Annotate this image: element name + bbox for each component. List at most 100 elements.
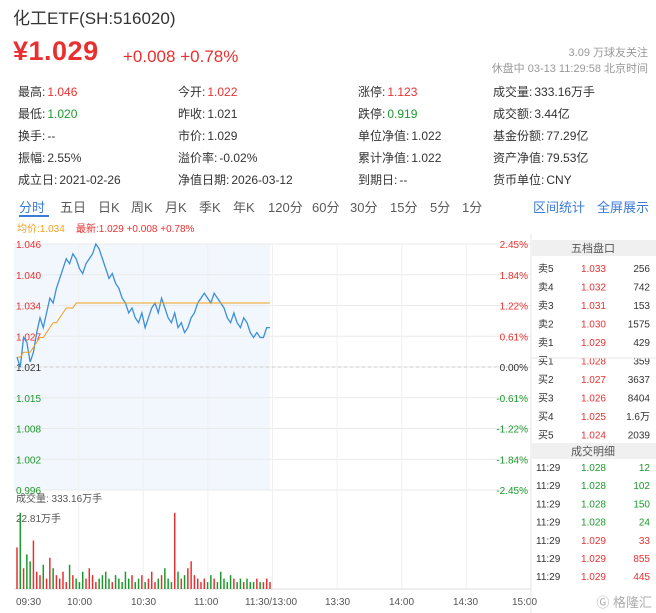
trade-time: 11:29 bbox=[536, 536, 561, 547]
stat-value: 1.022 bbox=[411, 129, 442, 143]
trade-time: 11:29 bbox=[536, 481, 561, 492]
tab-item[interactable]: 季K bbox=[199, 200, 221, 215]
x-axis-label: 10:00 bbox=[67, 597, 92, 608]
page-title: 化工ETF(SH:516020) bbox=[13, 9, 176, 28]
orderbook-price: 1.030 bbox=[581, 320, 606, 331]
orderbook-volume: 359 bbox=[633, 357, 650, 368]
trade-time: 11:29 bbox=[536, 554, 561, 565]
y-axis-label: 1.002 bbox=[16, 455, 41, 466]
stat-value: 0.919 bbox=[387, 107, 418, 121]
trade-price: 1.029 bbox=[581, 572, 606, 583]
trade-volume: 24 bbox=[639, 518, 651, 529]
orderbook-volume: 8404 bbox=[628, 394, 651, 405]
trade-price: 1.028 bbox=[581, 499, 606, 510]
market-status: 休盘中 03-13 11:29:58 北京时间 bbox=[491, 63, 648, 75]
tab-item[interactable]: 年K bbox=[233, 200, 255, 215]
orderbook-level-label: 卖2 bbox=[538, 319, 554, 331]
last-price-legend: 最新:1.029 +0.008 +0.78% bbox=[76, 224, 195, 235]
avg-price-legend: 均价:1.034 bbox=[17, 224, 65, 235]
tab-item[interactable]: 1分 bbox=[462, 200, 483, 215]
stat-item: 成交额: 3.44亿 bbox=[493, 105, 570, 122]
tab-item[interactable]: 五日 bbox=[60, 200, 87, 215]
tab-item[interactable]: 15分 bbox=[390, 200, 418, 215]
x-axis-label: 11:00 bbox=[194, 597, 219, 608]
orderbook-volume: 1575 bbox=[628, 320, 651, 331]
orderbook-title: 五档盘口 bbox=[571, 241, 615, 255]
trades-header-bg bbox=[532, 443, 656, 459]
stat-label: 溢价率: bbox=[178, 151, 218, 165]
trade-time: 11:29 bbox=[536, 463, 561, 474]
stat-label: 累计净值: bbox=[358, 151, 410, 165]
tab-item[interactable]: 30分 bbox=[350, 200, 378, 215]
stat-item: 基金份额: 77.29亿 bbox=[493, 127, 588, 144]
orderbook-header-bg bbox=[532, 240, 656, 256]
watermark-logo: Ⓖ 格隆汇 bbox=[596, 592, 652, 611]
x-axis-label: 14:00 bbox=[389, 597, 414, 608]
stat-label: 昨收: bbox=[178, 107, 206, 121]
orderbook-price: 1.028 bbox=[581, 357, 606, 368]
stat-label: 到期日: bbox=[358, 173, 398, 187]
intraday-chart[interactable]: 1.046 1.040 1.034 1.027 1.021 1.015 1.008 1.002… bbox=[0, 234, 656, 613]
y-axis-pct-label: -2.45% bbox=[496, 486, 528, 497]
trade-price: 1.028 bbox=[581, 463, 606, 474]
y-axis-pct-label: 2.45% bbox=[500, 240, 528, 251]
stat-value: 333.16万手 bbox=[534, 85, 596, 99]
x-axis-label: 10:30 bbox=[131, 597, 156, 608]
tab-item[interactable]: 周K bbox=[131, 200, 153, 215]
stat-value: -- bbox=[47, 129, 56, 143]
stat-label: 单位净值: bbox=[358, 129, 410, 143]
stat-value: 3.44亿 bbox=[534, 107, 570, 121]
tab-item[interactable]: 120分 bbox=[268, 200, 303, 215]
tab-item[interactable]: 日K bbox=[98, 200, 120, 215]
stat-item: 资产净值: 79.53亿 bbox=[493, 149, 588, 166]
trade-volume: 855 bbox=[633, 554, 650, 565]
stat-value: -0.02% bbox=[219, 151, 258, 165]
trade-volume: 445 bbox=[633, 572, 650, 583]
stat-item: 换手: -- bbox=[18, 127, 55, 144]
orderbook-level-label: 卖4 bbox=[538, 282, 554, 294]
trade-volume: 150 bbox=[633, 499, 650, 510]
stat-value: 1.046 bbox=[47, 85, 78, 99]
fullscreen-link[interactable]: 全屏展示 bbox=[597, 200, 650, 215]
orderbook-volume: 2039 bbox=[628, 431, 651, 442]
tab-item[interactable]: 5分 bbox=[430, 200, 451, 215]
range-stats-link[interactable]: 区间统计 bbox=[533, 200, 586, 215]
volume-max-label: 22.81万手 bbox=[16, 512, 61, 525]
stat-label: 今开: bbox=[178, 85, 206, 99]
tab-item[interactable]: 分时 bbox=[19, 200, 46, 215]
orderbook-level-label: 买2 bbox=[538, 374, 554, 386]
stat-value: 79.53亿 bbox=[546, 151, 589, 165]
orderbook-volume: 153 bbox=[633, 301, 650, 312]
orderbook-level-label: 买3 bbox=[538, 393, 554, 405]
followers-count[interactable]: 3.09 万球友关注 bbox=[568, 47, 648, 59]
stat-label: 换手: bbox=[18, 129, 46, 143]
orderbook-volume: 256 bbox=[633, 264, 650, 275]
y-axis-pct-label: -1.84% bbox=[496, 455, 528, 466]
stat-item: 涨停: 1.123 bbox=[358, 83, 417, 100]
stat-item: 昨收: 1.021 bbox=[178, 105, 237, 122]
x-axis-label: 14:30 bbox=[453, 597, 478, 608]
watermark-text: 格隆汇 bbox=[612, 595, 652, 610]
tab-item[interactable]: 月K bbox=[165, 200, 187, 215]
orderbook-volume: 1.6万 bbox=[626, 412, 650, 423]
stat-value: CNY bbox=[546, 173, 572, 187]
stat-item: 净值日期: 2026-03-12 bbox=[178, 171, 293, 188]
stat-item: 市价: 1.029 bbox=[178, 127, 237, 144]
stat-value: 1.020 bbox=[47, 107, 78, 121]
stat-label: 成立日: bbox=[18, 173, 58, 187]
stat-label: 跌停: bbox=[358, 107, 386, 121]
x-axis-label: 09:30 bbox=[16, 597, 41, 608]
stat-value: 1.029 bbox=[207, 129, 238, 143]
stat-item: 货币单位: CNY bbox=[493, 171, 572, 188]
y-axis-pct-label: 0.61% bbox=[500, 332, 528, 343]
stat-item: 单位净值: 1.022 bbox=[358, 127, 441, 144]
tab-item[interactable]: 60分 bbox=[312, 200, 340, 215]
trade-price: 1.028 bbox=[581, 518, 606, 529]
stat-item: 跌停: 0.919 bbox=[358, 105, 417, 122]
y-axis-label: 1.008 bbox=[16, 425, 41, 436]
stat-label: 资产净值: bbox=[493, 151, 545, 165]
stat-value: 1.022 bbox=[411, 151, 442, 165]
orderbook-level-label: 卖5 bbox=[538, 263, 554, 275]
y-axis-pct-label: 1.84% bbox=[500, 271, 528, 282]
orderbook-volume: 3637 bbox=[628, 375, 651, 386]
